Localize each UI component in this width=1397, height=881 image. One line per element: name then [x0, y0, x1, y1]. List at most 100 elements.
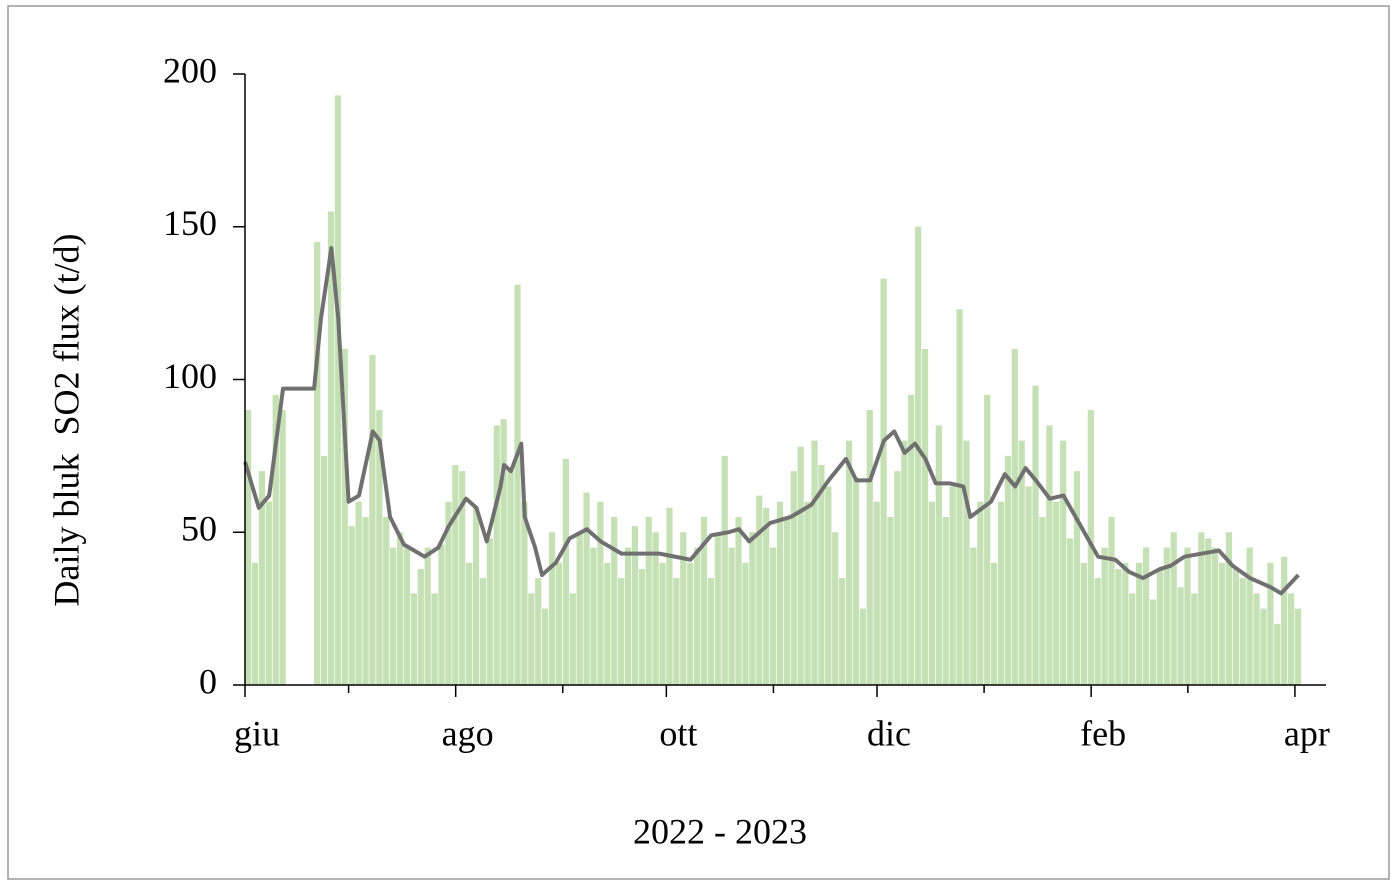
bar	[756, 495, 763, 685]
bar	[880, 278, 887, 685]
y-tick-label: 50	[181, 509, 217, 549]
y-tick-label: 0	[199, 661, 217, 701]
x-tick-label: feb	[1080, 713, 1126, 753]
bar	[832, 532, 839, 685]
bar	[493, 425, 500, 685]
bar	[776, 501, 784, 685]
bar	[1004, 455, 1012, 685]
bar	[265, 501, 272, 685]
bar	[1073, 471, 1081, 685]
bar	[1025, 486, 1032, 685]
bar	[845, 440, 853, 685]
bar	[707, 578, 715, 685]
bar	[251, 562, 259, 685]
bar	[1046, 425, 1053, 685]
bar	[866, 410, 873, 685]
bar	[479, 578, 487, 685]
bar	[908, 394, 915, 685]
bar	[1129, 593, 1136, 685]
bar	[825, 486, 832, 685]
x-tick-label: dic	[867, 713, 911, 753]
bar	[852, 477, 860, 685]
bar	[935, 425, 942, 685]
bar	[535, 578, 542, 685]
bar	[894, 471, 901, 685]
bar	[1080, 562, 1088, 685]
bar	[279, 410, 286, 685]
bar	[1018, 440, 1025, 685]
bar	[1246, 547, 1253, 685]
bar	[1294, 608, 1302, 685]
bar	[645, 516, 652, 685]
bar	[659, 562, 666, 685]
bar	[921, 348, 929, 685]
bar	[1149, 599, 1157, 685]
bar	[472, 507, 480, 685]
bar	[258, 471, 266, 685]
bar	[548, 532, 556, 685]
bar	[714, 532, 721, 685]
bar	[1108, 516, 1115, 685]
bar	[631, 526, 639, 685]
bar	[555, 562, 563, 685]
x-tick-label: ott	[659, 713, 697, 753]
bar	[604, 562, 611, 685]
bar	[452, 465, 459, 685]
bar	[1011, 348, 1018, 685]
y-tick-label: 150	[163, 203, 217, 243]
bar	[901, 440, 908, 685]
bar	[417, 568, 424, 685]
bar	[652, 532, 659, 685]
bar	[928, 501, 936, 685]
bar	[1101, 547, 1108, 685]
bar	[1032, 385, 1039, 685]
moving-average-line	[243, 246, 1300, 596]
bar	[804, 501, 811, 685]
bar	[887, 516, 894, 685]
bar	[424, 547, 431, 685]
bar	[396, 532, 404, 685]
bar	[362, 516, 369, 685]
bar	[721, 455, 728, 685]
bar	[355, 501, 362, 685]
bar	[576, 532, 583, 685]
bar	[327, 211, 335, 685]
bar	[1191, 593, 1198, 685]
bar	[500, 419, 507, 685]
bar	[583, 492, 590, 685]
bar	[997, 501, 1005, 685]
bar	[769, 547, 777, 685]
bar	[970, 547, 977, 685]
bar	[348, 526, 355, 685]
bar	[314, 242, 321, 685]
bar	[984, 394, 991, 685]
bar	[680, 532, 687, 685]
bar	[403, 547, 411, 685]
bar	[797, 446, 804, 685]
bar	[818, 465, 825, 685]
bar	[272, 394, 279, 685]
bar	[369, 355, 376, 685]
bar	[783, 516, 790, 685]
bar	[1205, 538, 1212, 685]
y-tick-label: 200	[163, 50, 217, 90]
chart-frame	[7, 5, 1390, 880]
x-tick-label: ago	[442, 713, 494, 753]
bar	[977, 501, 984, 685]
bar	[1066, 538, 1074, 685]
bar	[1281, 556, 1288, 685]
bar	[956, 309, 963, 685]
bar	[459, 471, 466, 685]
bar	[1136, 562, 1143, 685]
bar	[790, 471, 797, 685]
bar	[341, 348, 348, 685]
bar	[1288, 593, 1295, 685]
bar	[514, 284, 521, 685]
bar	[1253, 593, 1260, 685]
bar	[438, 544, 445, 685]
y-axis-label: Daily bluk SO2 flux (t/d)	[46, 234, 86, 607]
bar	[1218, 562, 1226, 685]
bar	[1184, 547, 1191, 685]
bar	[693, 547, 701, 685]
